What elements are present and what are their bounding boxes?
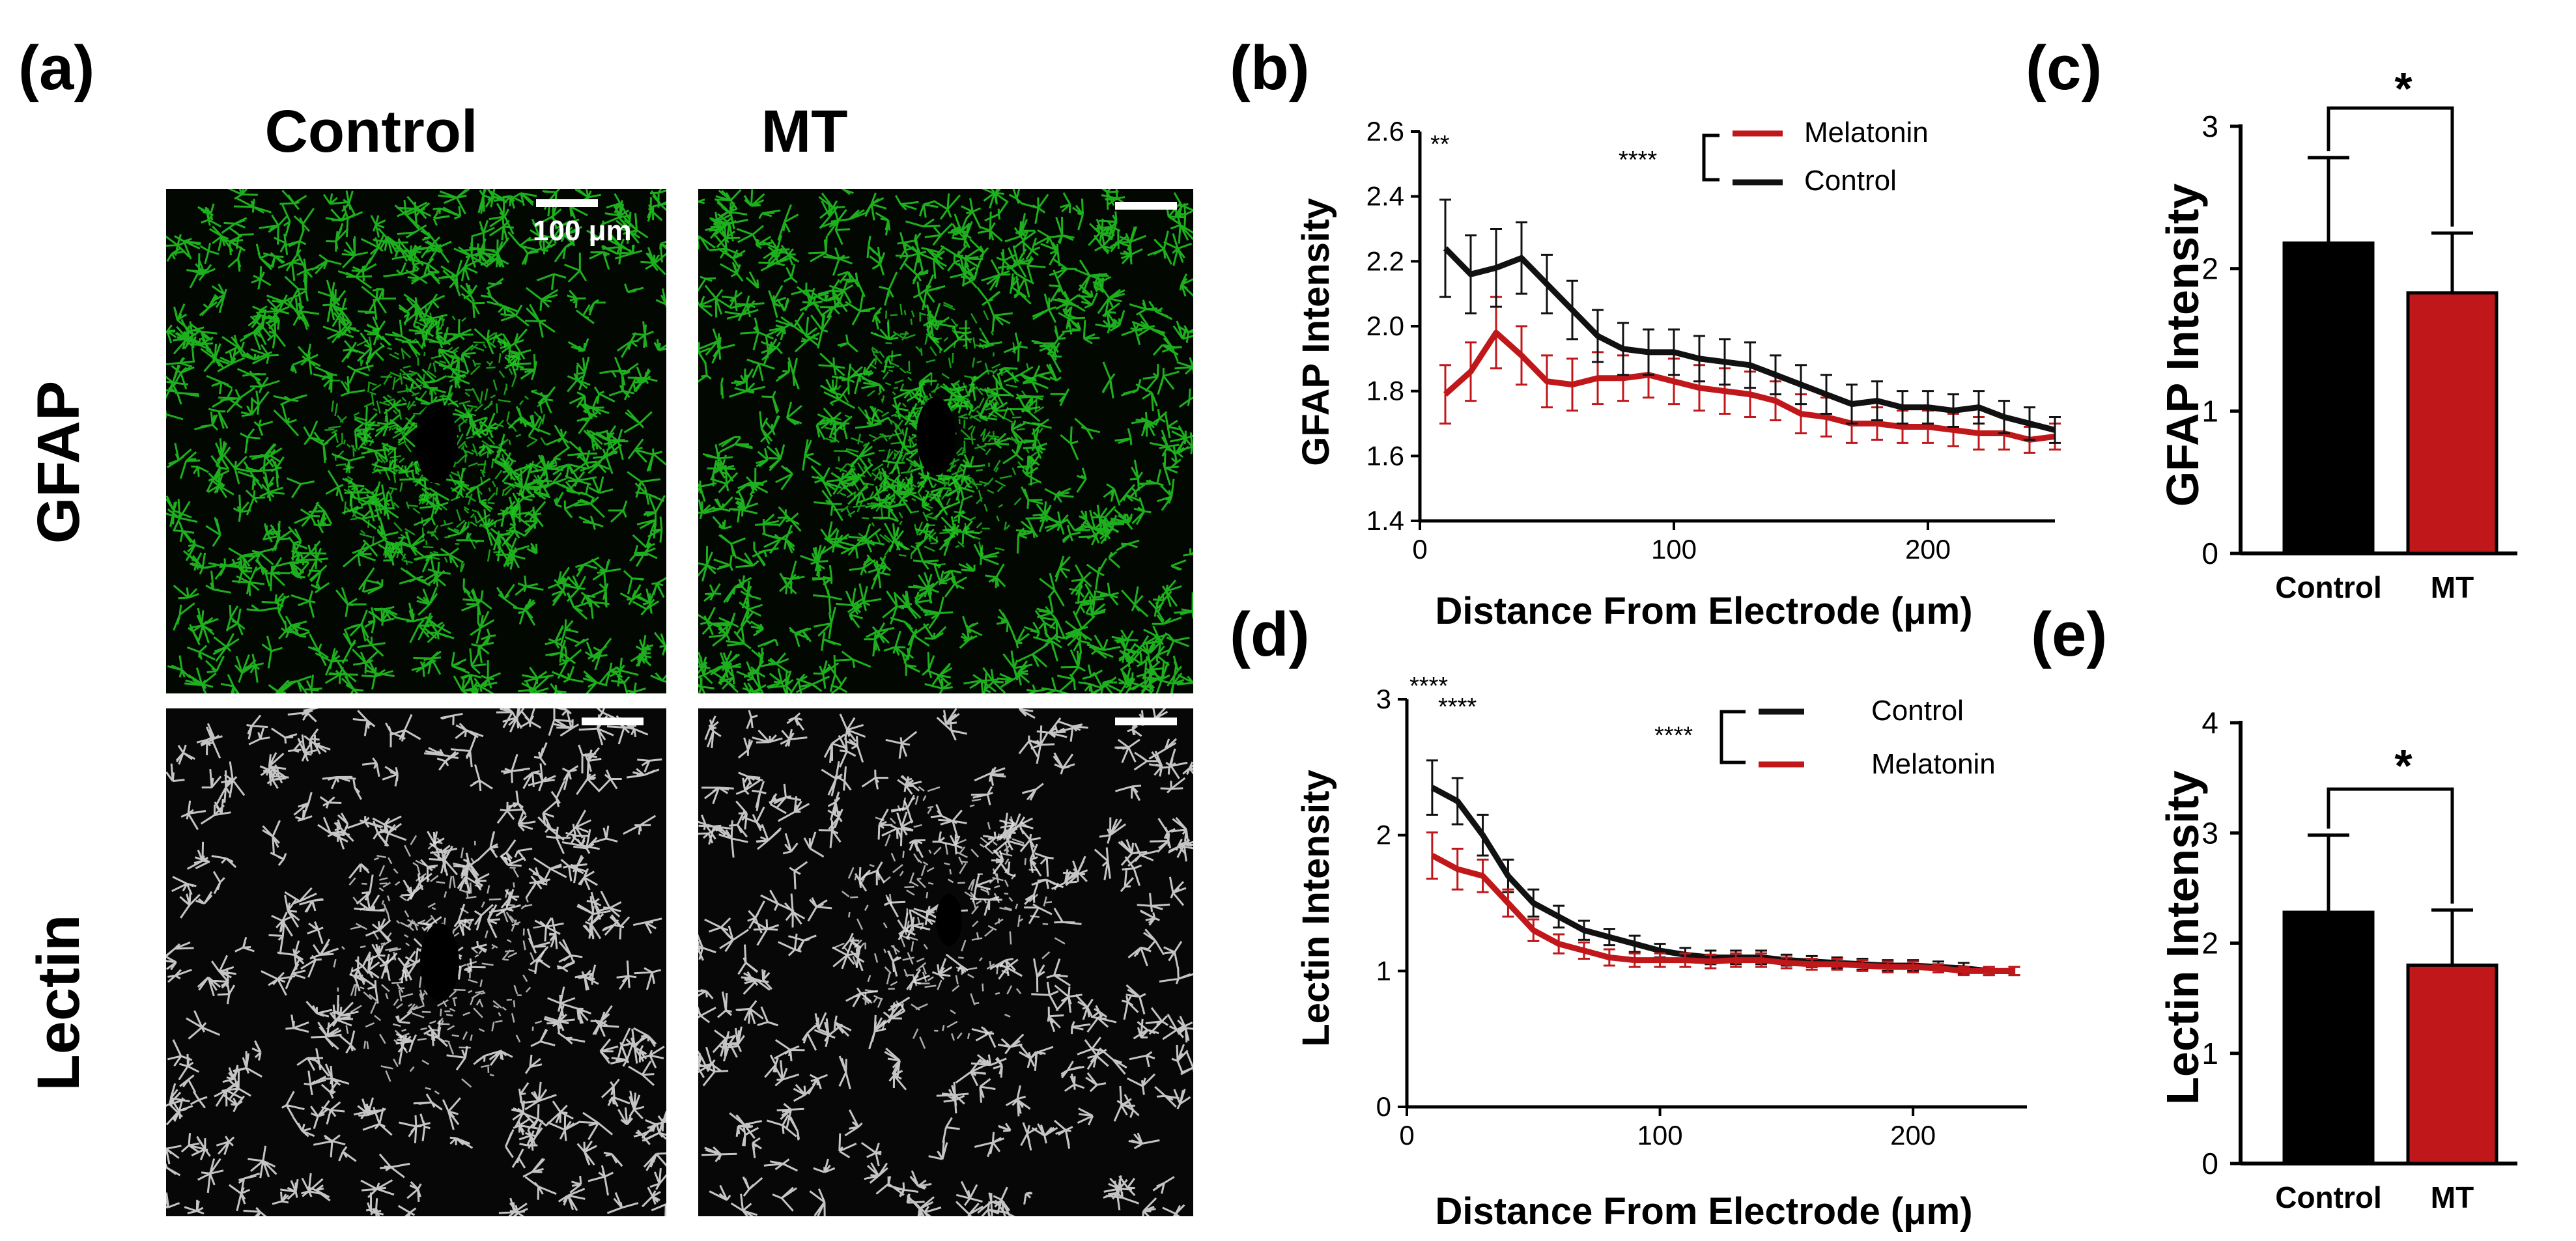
y-tick-label: 0 (1376, 1091, 1391, 1122)
chart-gfap-bar: GFAP Intensity * 0 1 2 3 Control MT (2157, 63, 2517, 604)
x-axis-label: Distance From Electrode (μm) (1435, 590, 1972, 632)
chart-lectin-bar: Lectin Intensity * 0 1 2 3 4 Control MT (2157, 706, 2517, 1214)
x-axis-label: Distance From Electrode (μm) (1435, 1190, 1972, 1233)
cell-texture (166, 708, 666, 1216)
significance-bracket (2327, 106, 2454, 227)
electrode-track (936, 894, 962, 946)
x-tick-label: 0 (1399, 1120, 1414, 1150)
legend-bracket (1702, 133, 1720, 182)
y-tick-label: 3 (1376, 684, 1391, 714)
legend-label-melatonin: Melatonin (1804, 117, 1929, 148)
x-tick-label: 200 (1890, 1120, 1936, 1150)
electrode-track (420, 923, 459, 1001)
legend-label-control: Control (1804, 165, 1897, 197)
legend-label-control: Control (1871, 695, 1964, 727)
y-tick-label: 4 (2201, 706, 2218, 740)
electrode-halo (824, 301, 1045, 569)
x-tick-label: Control (2275, 1180, 2382, 1214)
series-line-melatonin (1443, 329, 2056, 443)
bar-control (2282, 910, 2375, 1165)
y-tick-label: 2.6 (1366, 116, 1404, 146)
y-tick-label: 2 (2201, 927, 2218, 960)
chart-gfap-line: GFAP Intensity Distance From Electrode (… (1295, 116, 2061, 632)
electrode-track (416, 402, 457, 483)
y-tick-label: 2.2 (1366, 245, 1404, 276)
panel-label-e: (e) (2031, 600, 2108, 669)
scale-bar (582, 718, 644, 725)
significance-marker: ** (1430, 131, 1450, 158)
panel-label-c: (c) (2026, 33, 2102, 103)
y-axis-label: Lectin Intensity (2157, 770, 2208, 1104)
y-tick-label: 1.8 (1366, 376, 1404, 406)
cell-texture (698, 708, 1193, 1216)
legend-bracket (1720, 710, 1746, 764)
series-line-control (1430, 785, 2015, 974)
bar-control (2282, 241, 2375, 555)
x-tick-label: 100 (1651, 534, 1697, 565)
panel-label-a: (a) (18, 33, 95, 103)
y-tick-label: 1.4 (1366, 505, 1404, 536)
column-title-mt: MT (761, 98, 848, 165)
gfap-mt-image (698, 189, 1193, 693)
significance-marker: * (2394, 740, 2413, 791)
significance-marker: **** (1619, 146, 1657, 174)
chart-lectin-line: Lectin Intensity Distance From Electrode… (1295, 673, 2027, 1233)
significance-bracket (2327, 787, 2454, 904)
scale-bar-label: 100 μm (533, 215, 632, 247)
y-tick-label: 1 (2201, 1037, 2218, 1070)
electrode-halo (324, 306, 546, 573)
electrode-track (916, 397, 955, 475)
significance-marker: **** (1654, 722, 1693, 749)
y-tick-label: 0 (2201, 1147, 2218, 1180)
x-tick-label: MT (2431, 1180, 2474, 1214)
x-tick-label: Control (2275, 570, 2382, 604)
y-tick-label: 0 (2201, 537, 2218, 570)
scale-bar (536, 199, 598, 207)
y-tick-label: 3 (2201, 816, 2218, 850)
y-tick-label: 2 (2201, 252, 2218, 286)
y-axis-label: GFAP Intensity (2157, 184, 2208, 507)
y-tick-label: 2.4 (1366, 181, 1404, 212)
lectin-mt-image (698, 708, 1193, 1216)
scale-bar (1115, 718, 1177, 725)
column-title-control: Control (264, 98, 478, 165)
y-tick-label: 1.6 (1366, 440, 1404, 471)
gfap-control-image (166, 189, 666, 693)
x-tick-label: 100 (1637, 1120, 1683, 1150)
x-tick-label: 0 (1412, 534, 1427, 565)
lectin-control-image (166, 708, 666, 1216)
cell-texture (166, 189, 666, 693)
y-tick-label: 2 (1376, 820, 1391, 850)
significance-marker: **** (1438, 693, 1477, 721)
x-tick-label: 200 (1905, 534, 1951, 565)
scale-bar (1115, 202, 1177, 210)
y-tick-label: 3 (2201, 109, 2218, 143)
series-line-control (1443, 246, 2056, 433)
y-axis-label: Lectin Intensity (1295, 770, 1337, 1046)
y-axis-label: GFAP Intensity (1295, 198, 1337, 466)
bar-mt (2406, 963, 2498, 1165)
significance-marker: * (2394, 63, 2413, 114)
y-tick-label: 1 (2201, 394, 2218, 428)
significance-marker: **** (1409, 673, 1448, 700)
x-tick-label: MT (2431, 570, 2474, 604)
y-tick-label: 2.0 (1366, 311, 1404, 341)
bar-mt (2406, 291, 2498, 555)
panel-label-d: (d) (1230, 600, 1310, 669)
electrode-halo (832, 786, 1066, 1049)
y-tick-label: 1 (1376, 955, 1391, 986)
legend-label-melatonin: Melatonin (1871, 748, 1996, 780)
series-line-melatonin (1430, 853, 2015, 974)
panel-label-b: (b) (1230, 33, 1310, 103)
